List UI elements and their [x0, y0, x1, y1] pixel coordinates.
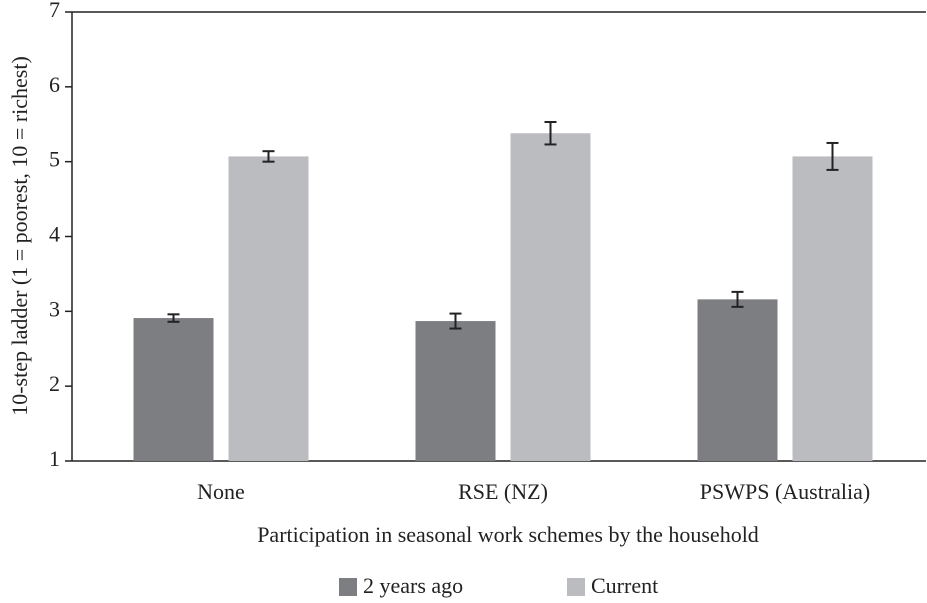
legend-swatch: [339, 578, 357, 596]
bar: [228, 156, 309, 461]
bar: [133, 318, 214, 461]
bar: [510, 133, 591, 462]
x-tick-label: None: [197, 479, 245, 504]
y-tick-label: 3: [49, 296, 60, 321]
y-tick-label: 6: [49, 72, 60, 97]
error-bar: [262, 150, 275, 163]
error-bar: [167, 313, 180, 323]
legend-label: Current: [591, 573, 658, 598]
x-tick-label: PSWPS (Australia): [700, 479, 871, 504]
y-tick-label: 2: [49, 371, 60, 396]
error-bar: [544, 121, 557, 146]
y-tick-label: 7: [49, 0, 60, 22]
error-bar: [449, 312, 462, 330]
y-tick-label: 4: [49, 222, 60, 247]
error-bar: [826, 141, 839, 171]
bar: [697, 299, 778, 461]
legend-label: 2 years ago: [363, 573, 463, 598]
y-axis-title: 10-step ladder (1 = poorest, 10 = riches…: [7, 56, 32, 416]
x-tick-label: RSE (NZ): [458, 479, 548, 504]
error-bar: [731, 290, 744, 308]
x-axis-title: Participation in seasonal work schemes b…: [257, 522, 759, 547]
y-tick-label: 1: [49, 446, 60, 471]
bar: [415, 321, 496, 461]
legend-swatch: [567, 578, 585, 596]
y-tick-label: 5: [49, 147, 60, 172]
bar: [792, 156, 873, 461]
